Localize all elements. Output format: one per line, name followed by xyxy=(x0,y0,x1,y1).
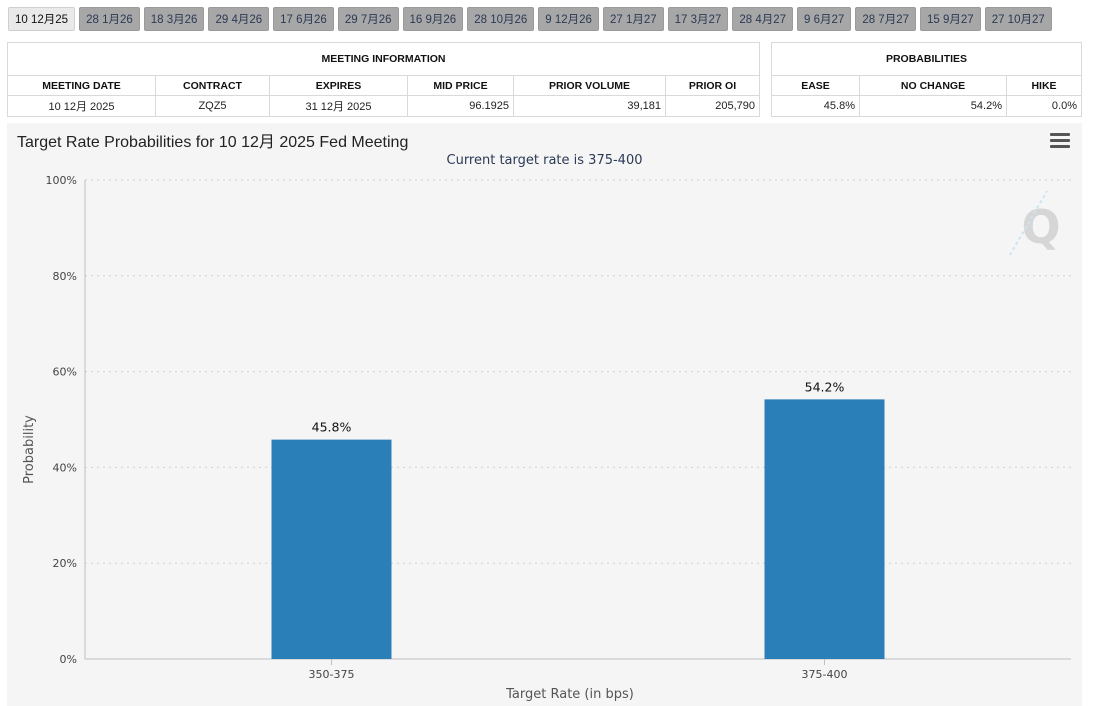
menu-line xyxy=(1050,139,1070,142)
bar-data-label: 54.2% xyxy=(805,379,845,394)
tab-meeting-date[interactable]: 28 4月27 xyxy=(732,7,794,31)
hike-value: 0.0% xyxy=(1006,95,1082,117)
y-tick-label: 20% xyxy=(53,557,77,570)
tab-meeting-date[interactable]: 15 9月27 xyxy=(920,7,981,31)
col-mid-price: MID PRICE xyxy=(407,75,514,96)
mid-price-value: 96.1925 xyxy=(407,95,514,117)
tab-meeting-date[interactable]: 10 12月25 xyxy=(8,7,76,31)
tab-meeting-date[interactable]: 17 6月26 xyxy=(273,7,334,31)
col-contract: CONTRACT xyxy=(155,75,270,96)
x-tick-label: 375-400 xyxy=(802,668,848,681)
expires-value: 31 12月 2025 xyxy=(269,95,408,117)
probabilities-table: PROBABILITIES EASE NO CHANGE HIKE 45.8% … xyxy=(771,42,1082,117)
col-prior-oi: PRIOR OI xyxy=(665,75,760,96)
meeting-information-table: MEETING INFORMATION MEETING DATE CONTRAC… xyxy=(7,42,760,117)
col-hike: HIKE xyxy=(1006,75,1082,96)
col-prior-volume: PRIOR VOLUME xyxy=(513,75,666,96)
watermark-logo: Q xyxy=(1021,200,1060,254)
tab-meeting-date[interactable]: 9 12月26 xyxy=(538,7,599,31)
tab-meeting-date[interactable]: 28 7月27 xyxy=(855,7,916,31)
target-rate-chart: Q 0% 20% 40% 60% 80% 100% 45.8% 350-375 54.2% 375-… xyxy=(7,123,1082,706)
tab-meeting-date[interactable]: 27 10月27 xyxy=(984,7,1052,31)
no-change-value: 54.2% xyxy=(859,95,1007,117)
tab-meeting-date[interactable]: 28 1月26 xyxy=(79,7,140,31)
y-axis-title: Probability xyxy=(22,415,37,484)
tab-meeting-date[interactable]: 27 1月27 xyxy=(602,7,664,31)
prior-oi-value: 205,790 xyxy=(665,95,760,117)
col-meeting-date: MEETING DATE xyxy=(7,75,156,96)
menu-line xyxy=(1050,145,1070,148)
menu-line xyxy=(1050,133,1070,136)
meeting-date-value: 10 12月 2025 xyxy=(7,95,156,117)
y-tick-label: 0% xyxy=(60,653,77,666)
tab-meeting-date[interactable]: 29 7月26 xyxy=(337,7,399,31)
y-tick-label: 40% xyxy=(53,461,77,474)
tab-meeting-date[interactable]: 16 9月26 xyxy=(402,7,464,31)
col-no-change: NO CHANGE xyxy=(859,75,1007,96)
meeting-date-tabs: 10 12月25 28 1月26 18 3月26 29 4月26 17 6月26 29 7… xyxy=(8,7,1052,31)
y-tick-label: 100% xyxy=(46,174,77,187)
chart-plot: Q 0% 20% 40% 60% 80% 100% 45.8% 350-375 54.2% 375-… xyxy=(22,174,1071,702)
y-tick-label: 60% xyxy=(53,366,77,379)
x-axis-title: Target Rate (in bps) xyxy=(505,687,634,702)
probabilities-heading: PROBABILITIES xyxy=(771,42,1082,76)
prior-volume-value: 39,181 xyxy=(513,95,666,117)
tab-meeting-date[interactable]: 17 3月27 xyxy=(667,7,729,31)
watermark-stroke xyxy=(1009,190,1048,256)
chart-title: Target Rate Probabilities for 10 12月 202… xyxy=(17,134,409,151)
col-ease: EASE xyxy=(771,75,860,96)
y-tick-label: 80% xyxy=(53,270,77,283)
ease-value: 45.8% xyxy=(771,95,860,117)
tab-meeting-date[interactable]: 9 6月27 xyxy=(797,7,852,31)
tab-meeting-date[interactable]: 28 10月26 xyxy=(467,7,535,31)
meeting-information-heading: MEETING INFORMATION xyxy=(7,42,760,76)
bar-data-label: 45.8% xyxy=(312,420,352,435)
bar-375-400[interactable] xyxy=(764,399,885,659)
tab-meeting-date[interactable]: 18 3月26 xyxy=(143,7,205,31)
chart-subtitle: Current target rate is 375-400 xyxy=(446,153,643,168)
chart-menu-icon[interactable] xyxy=(1050,133,1070,149)
contract-value: ZQZ5 xyxy=(155,95,270,117)
bar-350-375[interactable] xyxy=(271,439,392,659)
tab-meeting-date[interactable]: 29 4月26 xyxy=(208,7,270,31)
col-expires: EXPIRES xyxy=(269,75,408,96)
x-tick-label: 350-375 xyxy=(309,668,355,681)
